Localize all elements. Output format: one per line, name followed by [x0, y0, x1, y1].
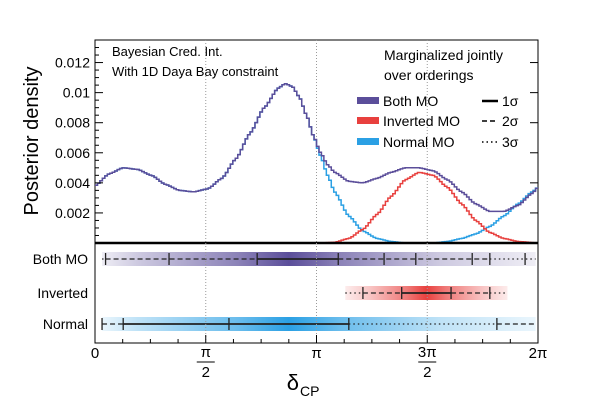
- x-tick-label: 0: [91, 345, 99, 362]
- legend-label: Both MO: [383, 93, 438, 109]
- interval-row-label: Both MO: [33, 251, 88, 267]
- y-tick-label: 0.006: [55, 145, 90, 161]
- interval-row-label: Normal: [43, 316, 88, 332]
- y-axis-label: Posterior density: [21, 67, 43, 216]
- legend-label: Inverted MO: [383, 113, 460, 129]
- posterior-gridlines: [205, 40, 428, 243]
- legend-sigma-label: 1σ: [502, 93, 519, 109]
- posterior-curve-both-mo: [95, 82, 538, 213]
- legend-label: Normal MO: [383, 134, 455, 150]
- x-tick-numerator: π: [201, 344, 211, 361]
- y-tick-label: 0.012: [55, 55, 90, 71]
- annotation-title: Bayesian Cred. Int.: [112, 44, 223, 59]
- legend-swatch: [357, 138, 379, 145]
- x-tick-label: π: [311, 345, 321, 362]
- y-tick-label: 0.01: [63, 85, 90, 101]
- posterior-panel: 0.002 0.004 0.006 0.008 0.01 0.012 Posterior …: [21, 39, 539, 244]
- interval-row-label: Inverted: [37, 285, 88, 301]
- y-axis: 0.002 0.004 0.006 0.008 0.01 0.012: [55, 47, 538, 236]
- annotation-marginalized-line2: over orderings: [384, 67, 474, 83]
- legend: Both MO Inverted MO Normal MO 1σ 2σ 3σ: [357, 93, 519, 150]
- legend-sigma-label: 3σ: [502, 134, 519, 150]
- y-tick-label: 0.002: [55, 205, 90, 221]
- x-tick-numerator: 3π: [418, 344, 437, 361]
- annotation-subtitle: With 1D Daya Bay constraint: [112, 64, 279, 79]
- y-tick-label: 0.008: [55, 115, 90, 131]
- x-tick-denominator: 2: [202, 364, 210, 381]
- legend-sigma-label: 2σ: [502, 113, 519, 129]
- x-axis-label: δ CP: [287, 370, 320, 399]
- y-tick-label: 0.004: [55, 175, 90, 191]
- legend-swatch: [357, 97, 379, 104]
- legend-swatch: [357, 117, 379, 124]
- x-tick-denominator: 2: [423, 364, 431, 381]
- x-axis-label-subscript: CP: [300, 383, 319, 399]
- x-tick-label: 2π: [529, 345, 548, 362]
- x-axis-label-main: δ: [287, 370, 299, 395]
- annotation-marginalized-line1: Marginalized jointly: [384, 47, 503, 63]
